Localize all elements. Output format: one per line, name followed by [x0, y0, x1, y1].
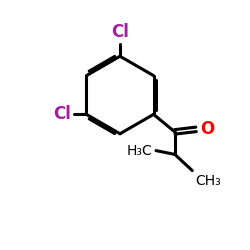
Text: Cl: Cl [54, 105, 72, 123]
Text: CH₃: CH₃ [195, 174, 220, 188]
Text: O: O [200, 120, 215, 138]
Text: Cl: Cl [111, 23, 129, 41]
Text: H₃C: H₃C [126, 144, 152, 158]
